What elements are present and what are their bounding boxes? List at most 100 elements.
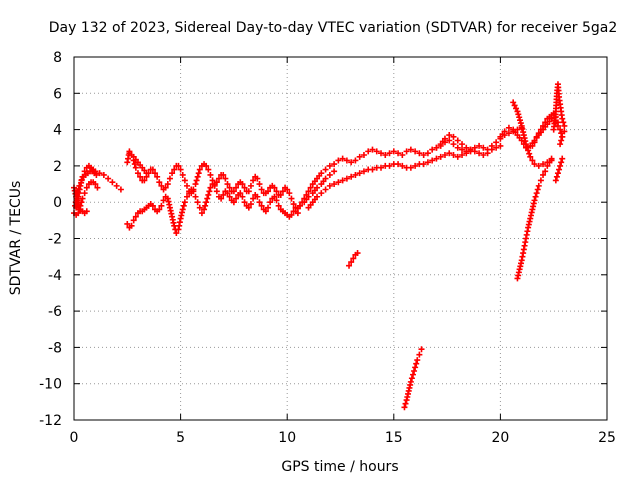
data-point [557,126,564,133]
data-point [488,146,495,153]
data-point [186,190,193,197]
data-point [531,139,538,146]
data-point [331,168,338,175]
data-point [194,173,201,180]
data-point [322,166,329,173]
data-point [343,175,350,182]
data-point [241,184,248,191]
data-point [433,144,440,151]
data-point [537,126,544,133]
data-point [369,166,376,173]
data-point [416,150,423,157]
data-point [467,146,474,153]
data-point [152,170,159,177]
data-point [230,188,237,195]
data-point [224,190,231,197]
data-point [450,133,457,140]
data-point [247,182,254,189]
y-axis-label: SDTVAR / TECUs [8,181,24,296]
data-point [213,188,220,195]
data-point [288,211,295,218]
data-point [378,150,385,157]
data-point [93,171,100,178]
data-point [505,130,512,137]
data-point [520,141,527,148]
data-point [258,186,265,193]
data-point [493,144,500,151]
series-track-n [514,155,555,282]
data-point [94,184,101,191]
data-point [177,166,184,173]
data-point [290,201,297,208]
data-point [76,182,83,189]
x-tick-label: 15 [385,430,403,446]
data-point [183,182,190,189]
data-point [226,193,233,200]
data-point [164,181,171,188]
data-point [557,141,564,148]
data-point [514,108,521,115]
data-point [141,177,148,184]
data-point [420,161,427,168]
data-point [149,166,156,173]
data-point [215,175,222,182]
series-track-j [296,168,338,209]
data-point [273,188,280,195]
data-point [109,179,116,186]
y-tick-label: 2 [53,159,62,175]
data-point [83,208,90,215]
data-point [356,153,363,160]
data-point [459,152,466,159]
data-point [454,144,461,151]
data-point [220,171,227,178]
series-track-t [557,128,568,148]
data-point [181,199,188,206]
data-point [418,346,425,353]
data-point [505,124,512,131]
data-point [79,195,86,202]
data-point [130,217,137,224]
data-point [286,190,293,197]
x-tick-label: 20 [491,430,509,446]
data-point [318,190,325,197]
data-point [409,371,416,378]
data-point [326,162,333,169]
data-point [515,111,522,118]
x-tick-label: 25 [598,430,616,446]
data-point [527,153,534,160]
data-point [331,181,338,188]
series-track-b [72,168,100,209]
data-point [476,142,483,149]
data-point [250,177,257,184]
data-point [158,202,165,209]
data-point [183,193,190,200]
data-point [273,197,280,204]
data-point [194,199,201,206]
data-point [256,199,263,206]
data-point [265,188,272,195]
data-point [407,164,414,171]
data-point [279,188,286,195]
data-point [205,191,212,198]
data-point [254,175,261,182]
data-point [553,173,560,180]
data-point [544,159,551,166]
data-point [192,181,199,188]
data-point [128,222,135,229]
data-point [535,182,542,189]
data-point [226,184,233,191]
y-tick-label: -8 [48,340,62,356]
data-point [326,182,333,189]
data-point [262,208,269,215]
series-track-g [126,150,150,177]
data-point [204,195,211,202]
data-point [256,181,263,188]
data-point [454,137,461,144]
data-point [533,190,540,197]
series-track-f [124,181,299,237]
data-point [413,360,420,367]
data-point [81,168,88,175]
data-point [162,184,169,191]
data-point [346,262,353,269]
data-point [529,142,536,149]
